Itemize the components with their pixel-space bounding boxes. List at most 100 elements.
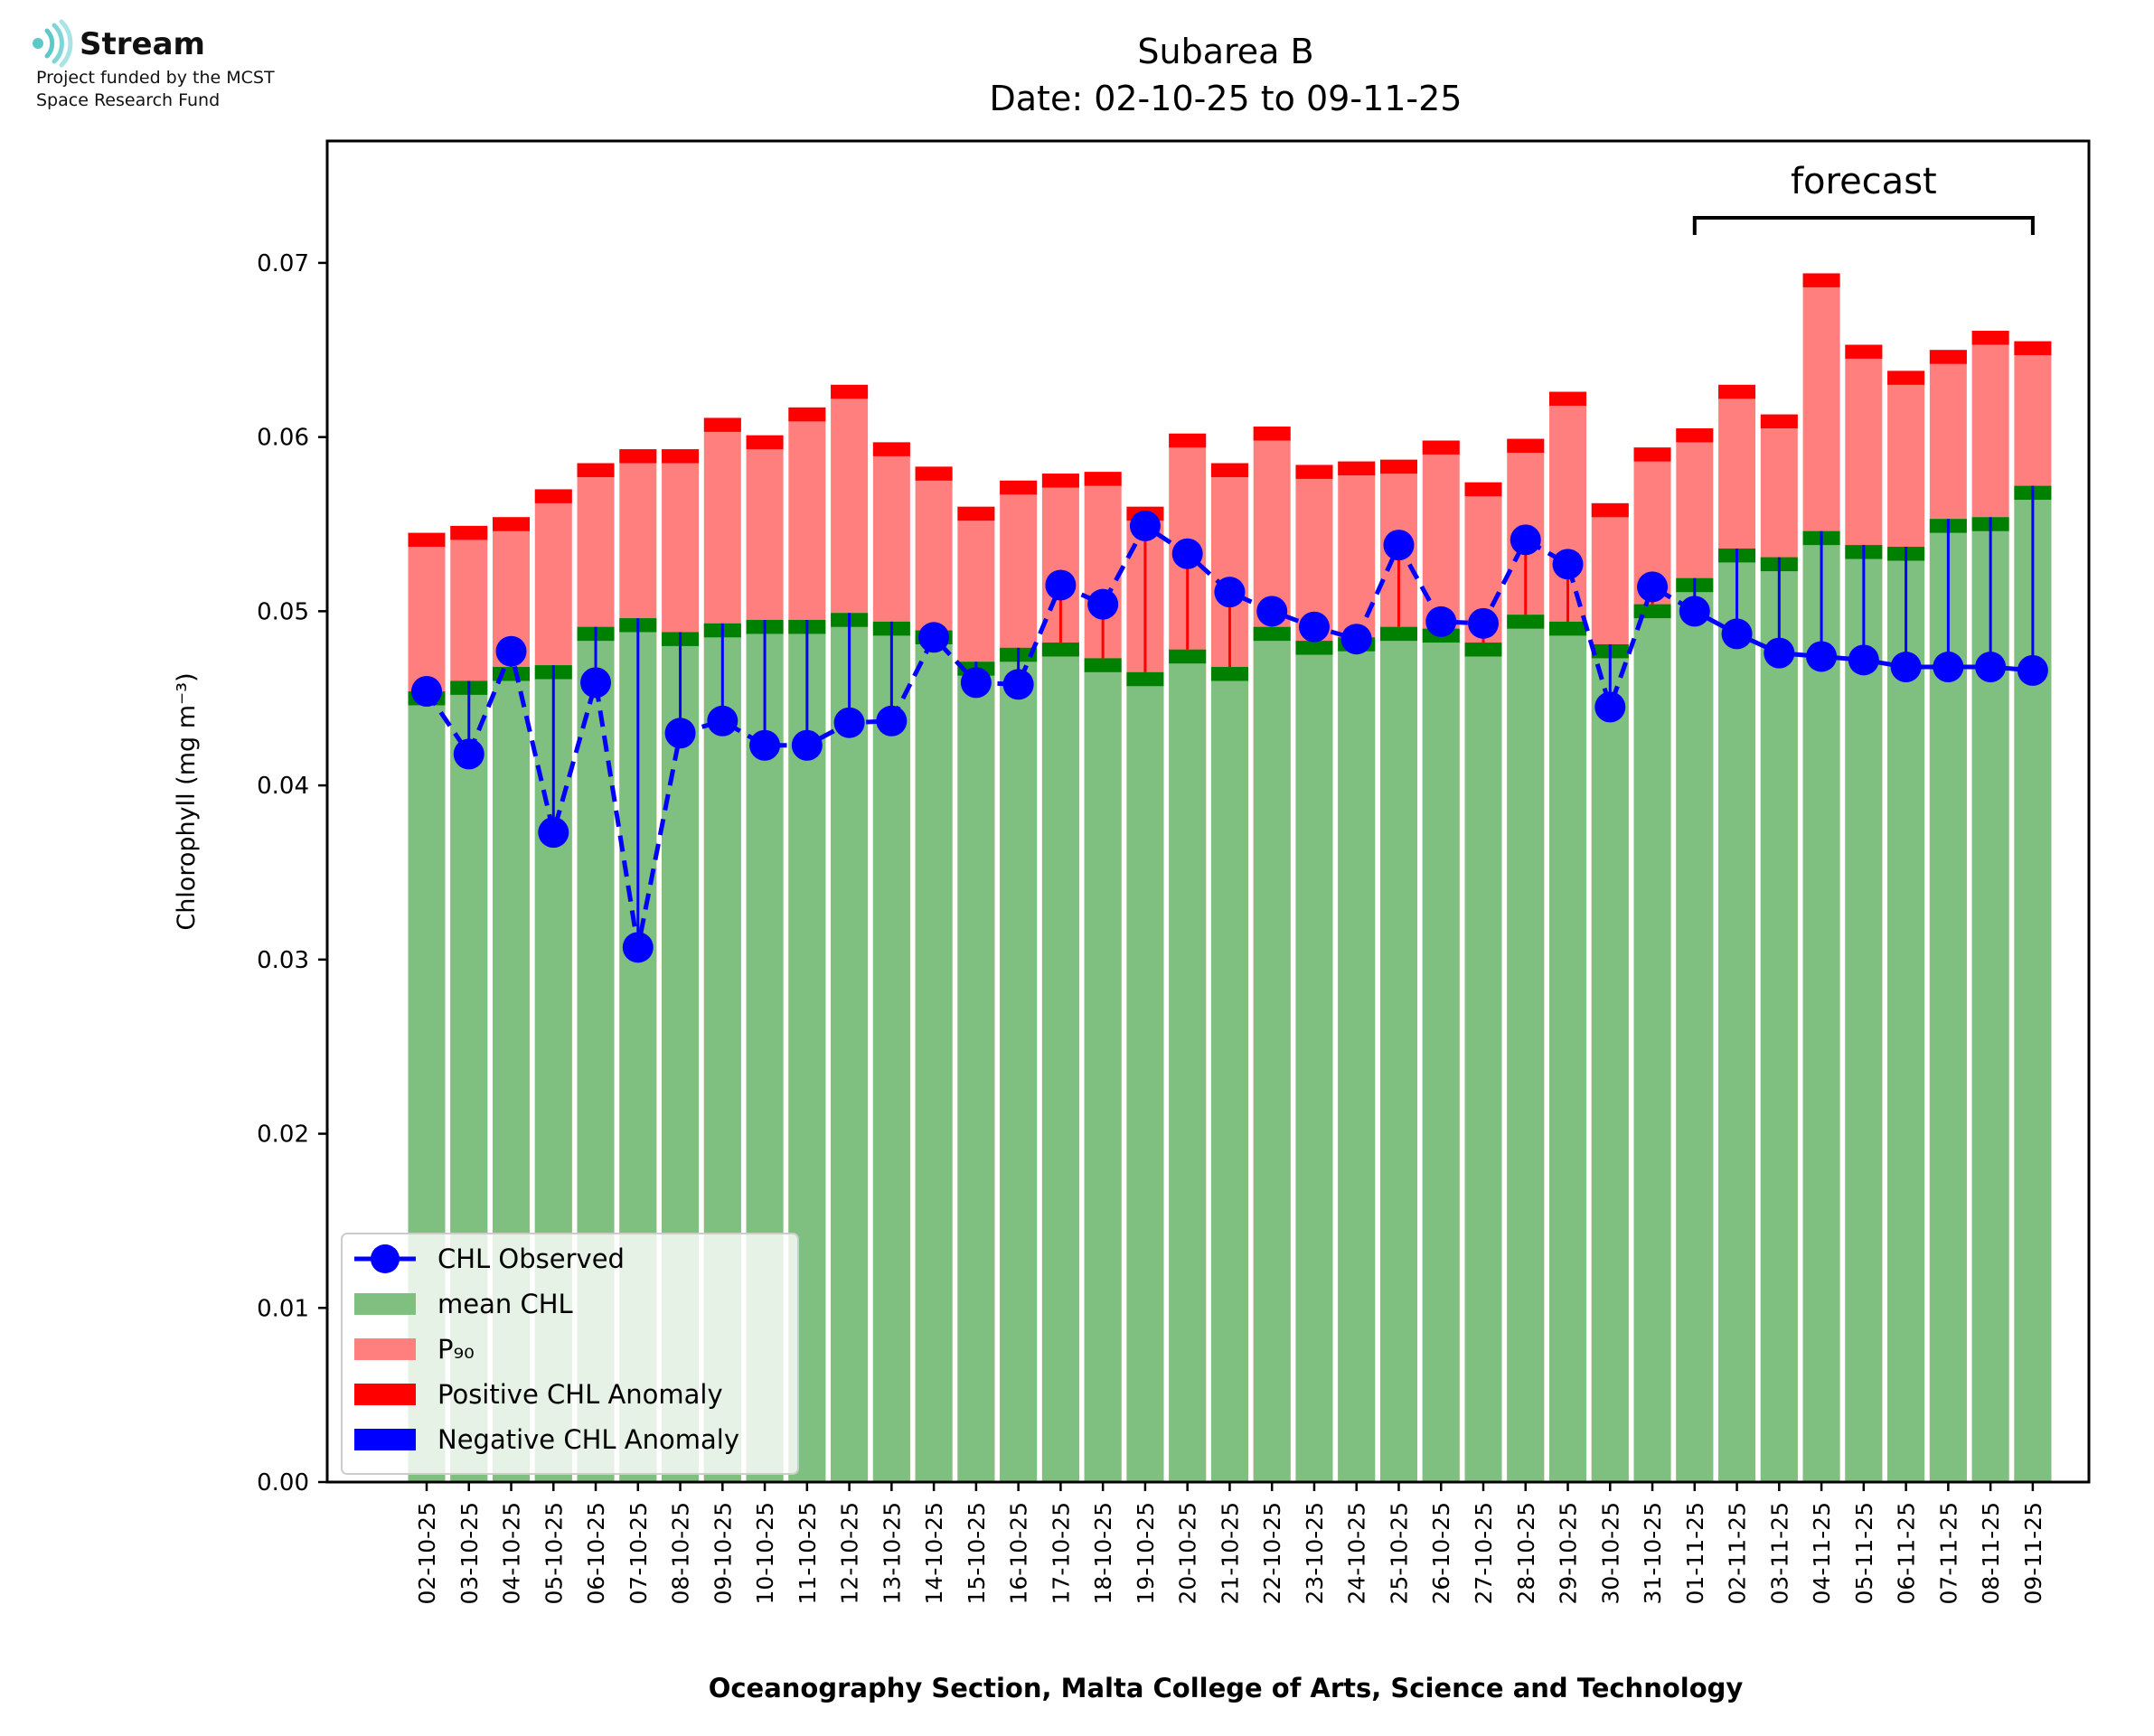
observed-point [1764, 637, 1795, 669]
observed-point [1340, 624, 1372, 655]
p90-cap [1210, 463, 1248, 477]
y-tick-label: 0.07 [257, 250, 309, 277]
x-tick-label: 13-10-25 [879, 1502, 905, 1604]
y-axis-label: Chlorophyll (mg m⁻³) [173, 672, 201, 930]
x-tick-label: 03-10-25 [456, 1502, 483, 1604]
mean-bar [872, 621, 910, 1482]
y-tick-label: 0.03 [257, 947, 309, 974]
observed-point [918, 622, 950, 653]
p90-cap [1971, 331, 2009, 345]
x-tick-label: 09-10-25 [710, 1502, 736, 1604]
mean-bar [1126, 671, 1164, 1482]
p90-cap [1802, 273, 1840, 287]
observed-series [411, 510, 2048, 963]
observed-point [1002, 669, 1034, 700]
mean-bar [1464, 643, 1502, 1482]
mean-cap [1041, 643, 1079, 657]
observed-point [1468, 607, 1499, 639]
p90-cap [1000, 480, 1038, 495]
legend-patch-swatch [354, 1384, 416, 1405]
observed-point [791, 729, 823, 761]
mean-bar [1169, 649, 1207, 1482]
observed-point [2017, 654, 2048, 686]
observed-point [411, 676, 442, 708]
y-tick-label: 0.04 [257, 773, 309, 800]
x-tick-label: 23-10-25 [1302, 1502, 1328, 1604]
x-tick-label: 12-10-25 [837, 1502, 863, 1604]
observed-point [1129, 510, 1161, 541]
mean-bar [1084, 658, 1122, 1482]
legend: CHL Observed mean CHL P₉₀ Positive CHL Anom… [341, 1233, 799, 1475]
p90-cap [1379, 459, 1417, 474]
legend-label: Negative CHL Anomaly [437, 1424, 739, 1455]
x-tick-label: 10-10-25 [752, 1502, 778, 1604]
p90-cap [1929, 350, 1967, 364]
x-tick-label: 19-10-25 [1133, 1502, 1159, 1604]
observed-point [1594, 691, 1626, 723]
x-tick-label: 28-10-25 [1513, 1502, 1539, 1604]
p90-cap [1169, 433, 1207, 448]
mean-bar [957, 662, 995, 1482]
x-tick-label: 03-11-25 [1766, 1502, 1792, 1604]
x-tick-label: 05-10-25 [541, 1502, 567, 1604]
p90-cap [1887, 371, 1925, 385]
mean-cap [1295, 641, 1333, 655]
x-tick-label: 08-10-25 [668, 1502, 694, 1604]
observed-point [1848, 644, 1879, 676]
mean-bar [1887, 547, 1925, 1482]
mean-bar [1718, 548, 1756, 1482]
x-tick-label: 05-11-25 [1851, 1502, 1877, 1604]
observed-point [1637, 571, 1669, 603]
observed-point [1933, 652, 1964, 683]
mean-cap [1633, 604, 1671, 619]
x-tick-label: 31-10-25 [1640, 1502, 1666, 1604]
mean-cap [1549, 621, 1587, 636]
legend-marker-swatch [371, 1244, 400, 1273]
mean-cap [1253, 626, 1291, 642]
mean-bar [1210, 667, 1248, 1482]
stream-logo-icon [33, 19, 73, 68]
p90-cap [1760, 414, 1798, 428]
p90-cap [450, 525, 488, 540]
mean-bar [1379, 626, 1417, 1482]
x-tick-label: 07-11-25 [1935, 1502, 1961, 1604]
x-tick-label: 16-10-25 [1006, 1502, 1032, 1604]
mean-cap [1507, 615, 1545, 629]
observed-point [1087, 588, 1119, 620]
p90-cap [1549, 391, 1587, 406]
x-tick-label: 20-10-25 [1175, 1502, 1201, 1604]
y-tick-label: 0.00 [257, 1469, 309, 1497]
x-tick-label: 24-10-25 [1344, 1502, 1370, 1604]
observed-point [622, 932, 654, 963]
x-tick-label: 02-10-25 [414, 1502, 440, 1604]
mean-bar [1845, 545, 1883, 1483]
x-tick-label: 14-10-25 [921, 1502, 947, 1604]
observed-point [876, 705, 908, 737]
p90-cap [1718, 384, 1756, 399]
legend-entry: Negative CHL Anomaly [354, 1424, 739, 1455]
observed-point [664, 718, 696, 749]
legend-label: Positive CHL Anomaly [437, 1379, 723, 1410]
legend-patch-swatch [354, 1293, 416, 1315]
observed-point [960, 667, 992, 699]
p90-cap [1464, 482, 1502, 497]
legend-patch-swatch [354, 1338, 416, 1360]
mean-bar [1422, 628, 1460, 1482]
mean-bar [1591, 643, 1629, 1482]
p90-cap [619, 449, 657, 464]
legend-label: P₉₀ [437, 1334, 475, 1365]
logo: Stream Project funded by the MCST Space … [33, 19, 275, 110]
observed-point [1171, 538, 1203, 569]
mean-bar [831, 613, 869, 1482]
legend-patch-swatch [354, 1429, 416, 1450]
legend-box [341, 1233, 799, 1475]
p90-cap [746, 435, 784, 450]
x-tick-label: 08-11-25 [1978, 1502, 2004, 1604]
p90-cap [1338, 461, 1376, 476]
observed-point [538, 817, 569, 849]
p90-cap [1253, 427, 1291, 441]
mean-bar [1338, 637, 1376, 1482]
observed-point [1975, 652, 2007, 683]
mean-bar [1760, 557, 1798, 1482]
observed-point [1806, 641, 1838, 672]
